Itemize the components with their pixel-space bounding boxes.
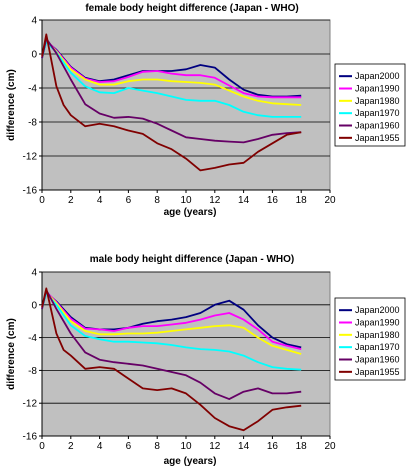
chart-2-series-japan1955: [41, 287, 302, 432]
chart-2-x-tick-label: 20: [324, 441, 336, 452]
chart-1-x-tick-label: 14: [238, 195, 250, 206]
chart-2-x-axis-label: age (years): [164, 456, 217, 467]
chart-2-legend-label-japan1960: Japan1960: [355, 355, 400, 365]
chart-2-y-tick-label: -8: [28, 366, 37, 377]
chart-2-x-tick-label: 0: [39, 441, 45, 452]
chart-1-x-axis-label: age (years): [164, 207, 217, 218]
chart-1-series-japan1955: [41, 33, 302, 172]
chart-1-x-tick-label: 2: [68, 195, 74, 206]
chart-2-series-japan1970: [41, 292, 302, 371]
chart-2-series-japan1990: [41, 290, 302, 350]
chart-2-legend-label-japan1955: Japan1955: [355, 367, 400, 377]
chart-1-y-tick-label: -8: [28, 118, 37, 129]
chart-2-series-japan1960: [41, 289, 302, 401]
chart-1-x-tick-label: 8: [154, 195, 160, 206]
chart-1-series-japan1960: [41, 37, 302, 144]
chart-1-x-tick-label: 10: [180, 195, 192, 206]
chart-2-x-tick-label: 6: [126, 441, 132, 452]
chart-1-title: female body height difference (Japan - W…: [85, 3, 298, 14]
chart-1-series-japan1970: [41, 41, 302, 118]
chart-2-plot-area: [41, 271, 331, 437]
chart-1-x-tick-label: 20: [324, 195, 336, 206]
chart-1-series-japan1980: [41, 40, 302, 106]
chart-1-x-tick-label: 0: [39, 195, 45, 206]
chart-2-y-tick-label: 4: [31, 268, 37, 279]
chart-1-legend-label-japan1955: Japan1955: [355, 133, 400, 143]
chart-2-legend-label-japan1980: Japan1980: [355, 330, 400, 340]
chart-1-legend-label-japan1990: Japan1990: [355, 84, 400, 94]
chart-1-legend-label-japan1980: Japan1980: [355, 96, 400, 106]
chart-2-legend: Japan2000 Japan1990 Japan1980 Japan1970 Japa…: [334, 297, 406, 381]
chart-1-x-tick-label: 6: [126, 195, 132, 206]
chart-1-y-tick-label: 0: [31, 50, 37, 61]
chart-1-legend-label-japan2000: Japan2000: [355, 71, 400, 81]
chart-1-x-tick-label: 18: [296, 195, 308, 206]
chart-2-x-tick-label: 2: [68, 441, 74, 452]
chart-2-y-tick-label: -12: [23, 399, 38, 410]
chart-2-x-tick-label: 16: [267, 441, 279, 452]
chart-1-y-tick-label: 4: [31, 16, 37, 27]
chart-2-x-tick-label: 10: [180, 441, 192, 452]
chart-1-plot-area: [41, 19, 331, 191]
chart-2-legend-label-japan2000: Japan2000: [355, 305, 400, 315]
chart-1-legend-label-japan1970: Japan1970: [355, 108, 400, 118]
chart-2-x-tick-label: 8: [154, 441, 160, 452]
chart-2-y-axis-label: difference (cm): [6, 318, 17, 390]
chart-1-y-tick-label: -4: [28, 84, 37, 95]
chart-2-x-tick-label: 18: [296, 441, 308, 452]
chart-1-x-tick-label: 12: [209, 195, 221, 206]
chart-1-x-tick-label: 16: [267, 195, 279, 206]
chart-1-legend-label-japan1960: Japan1960: [355, 121, 400, 131]
chart-1-y-axis-label: difference (cm): [6, 69, 17, 141]
chart-2-x-tick-label: 14: [238, 441, 250, 452]
chart-1-legend: Japan2000 Japan1990 Japan1980 Japan1970 Japa…: [334, 63, 406, 147]
chart-2-x-tick-label: 4: [97, 441, 103, 452]
chart-2-x-tick-label: 12: [209, 441, 221, 452]
chart-2-legend-label-japan1970: Japan1970: [355, 342, 400, 352]
chart-1-y-tick-label: -12: [23, 152, 38, 163]
chart-2-series-japan1980: [41, 291, 302, 355]
chart-1-x-tick-label: 4: [97, 195, 103, 206]
chart-1-legend-box: [334, 63, 406, 147]
chart-2-legend-label-japan1990: Japan1990: [355, 318, 400, 328]
chart-1-y-tick-label: -16: [23, 186, 38, 197]
chart-1-series-japan1990: [41, 39, 302, 99]
chart-2-y-tick-label: -16: [23, 432, 38, 443]
chart-2-legend-box: [334, 297, 406, 381]
chart-2-y-tick-label: -4: [28, 333, 37, 344]
chart-2-series-japan2000: [41, 291, 302, 349]
chart-2-y-tick-label: 0: [31, 300, 37, 311]
chart-2-title: male body height difference (Japan - WHO…: [90, 254, 294, 265]
